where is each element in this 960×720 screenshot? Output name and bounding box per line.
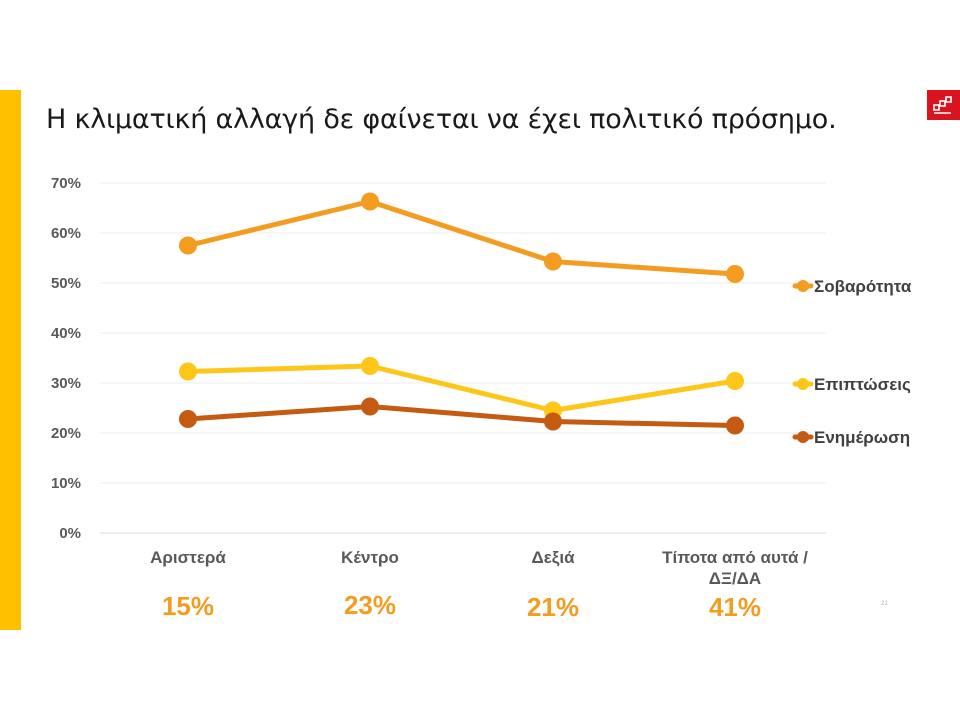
x-tick-label: Τίποτα από αυτά / [662, 548, 808, 567]
data-point [726, 372, 744, 390]
x-tick-label: Δεξιά [531, 548, 575, 567]
data-point [179, 410, 197, 428]
data-point [179, 236, 197, 255]
y-tick-label: 70% [51, 175, 81, 192]
legend-marker [797, 378, 809, 390]
data-point [544, 412, 562, 431]
legend-label: Επιπτώσεις [814, 375, 911, 394]
series-line [185, 404, 738, 428]
y-tick-label: 20% [51, 425, 81, 442]
data-point [726, 416, 744, 435]
x-tick-label: Κέντρο [341, 548, 399, 567]
legend-label: Σοβαρότητα [814, 277, 912, 296]
y-tick-label: 40% [51, 325, 81, 342]
y-tick-label: 10% [51, 475, 81, 492]
data-point [544, 252, 562, 271]
data-point [726, 265, 744, 283]
legend-marker [797, 280, 809, 292]
data-point [179, 362, 197, 381]
accent-bar [0, 90, 21, 630]
legend-label: Ενημέρωση [814, 428, 910, 447]
x-tick-label: Αριστερά [150, 548, 226, 567]
logo-icon [927, 90, 960, 120]
data-point [361, 192, 379, 211]
category-share-label: 41% [709, 592, 761, 622]
x-tick-label: ΔΞ/ΔΑ [709, 569, 761, 588]
series-line [185, 199, 738, 277]
data-point [361, 397, 379, 416]
y-tick-label: 0% [59, 525, 81, 542]
page-number: 21 [881, 601, 888, 607]
y-tick-label: 30% [51, 375, 81, 392]
y-tick-label: 50% [51, 275, 81, 292]
data-point [361, 357, 379, 375]
y-tick-label: 60% [51, 225, 81, 242]
slide-title: Η κλιματική αλλαγή δε φαίνεται να έχει π… [46, 104, 837, 135]
series-line [185, 363, 738, 413]
category-share-label: 21% [527, 592, 579, 622]
category-share-label: 15% [162, 591, 214, 621]
category-share-label: 23% [344, 590, 396, 620]
legend-marker [797, 431, 809, 443]
